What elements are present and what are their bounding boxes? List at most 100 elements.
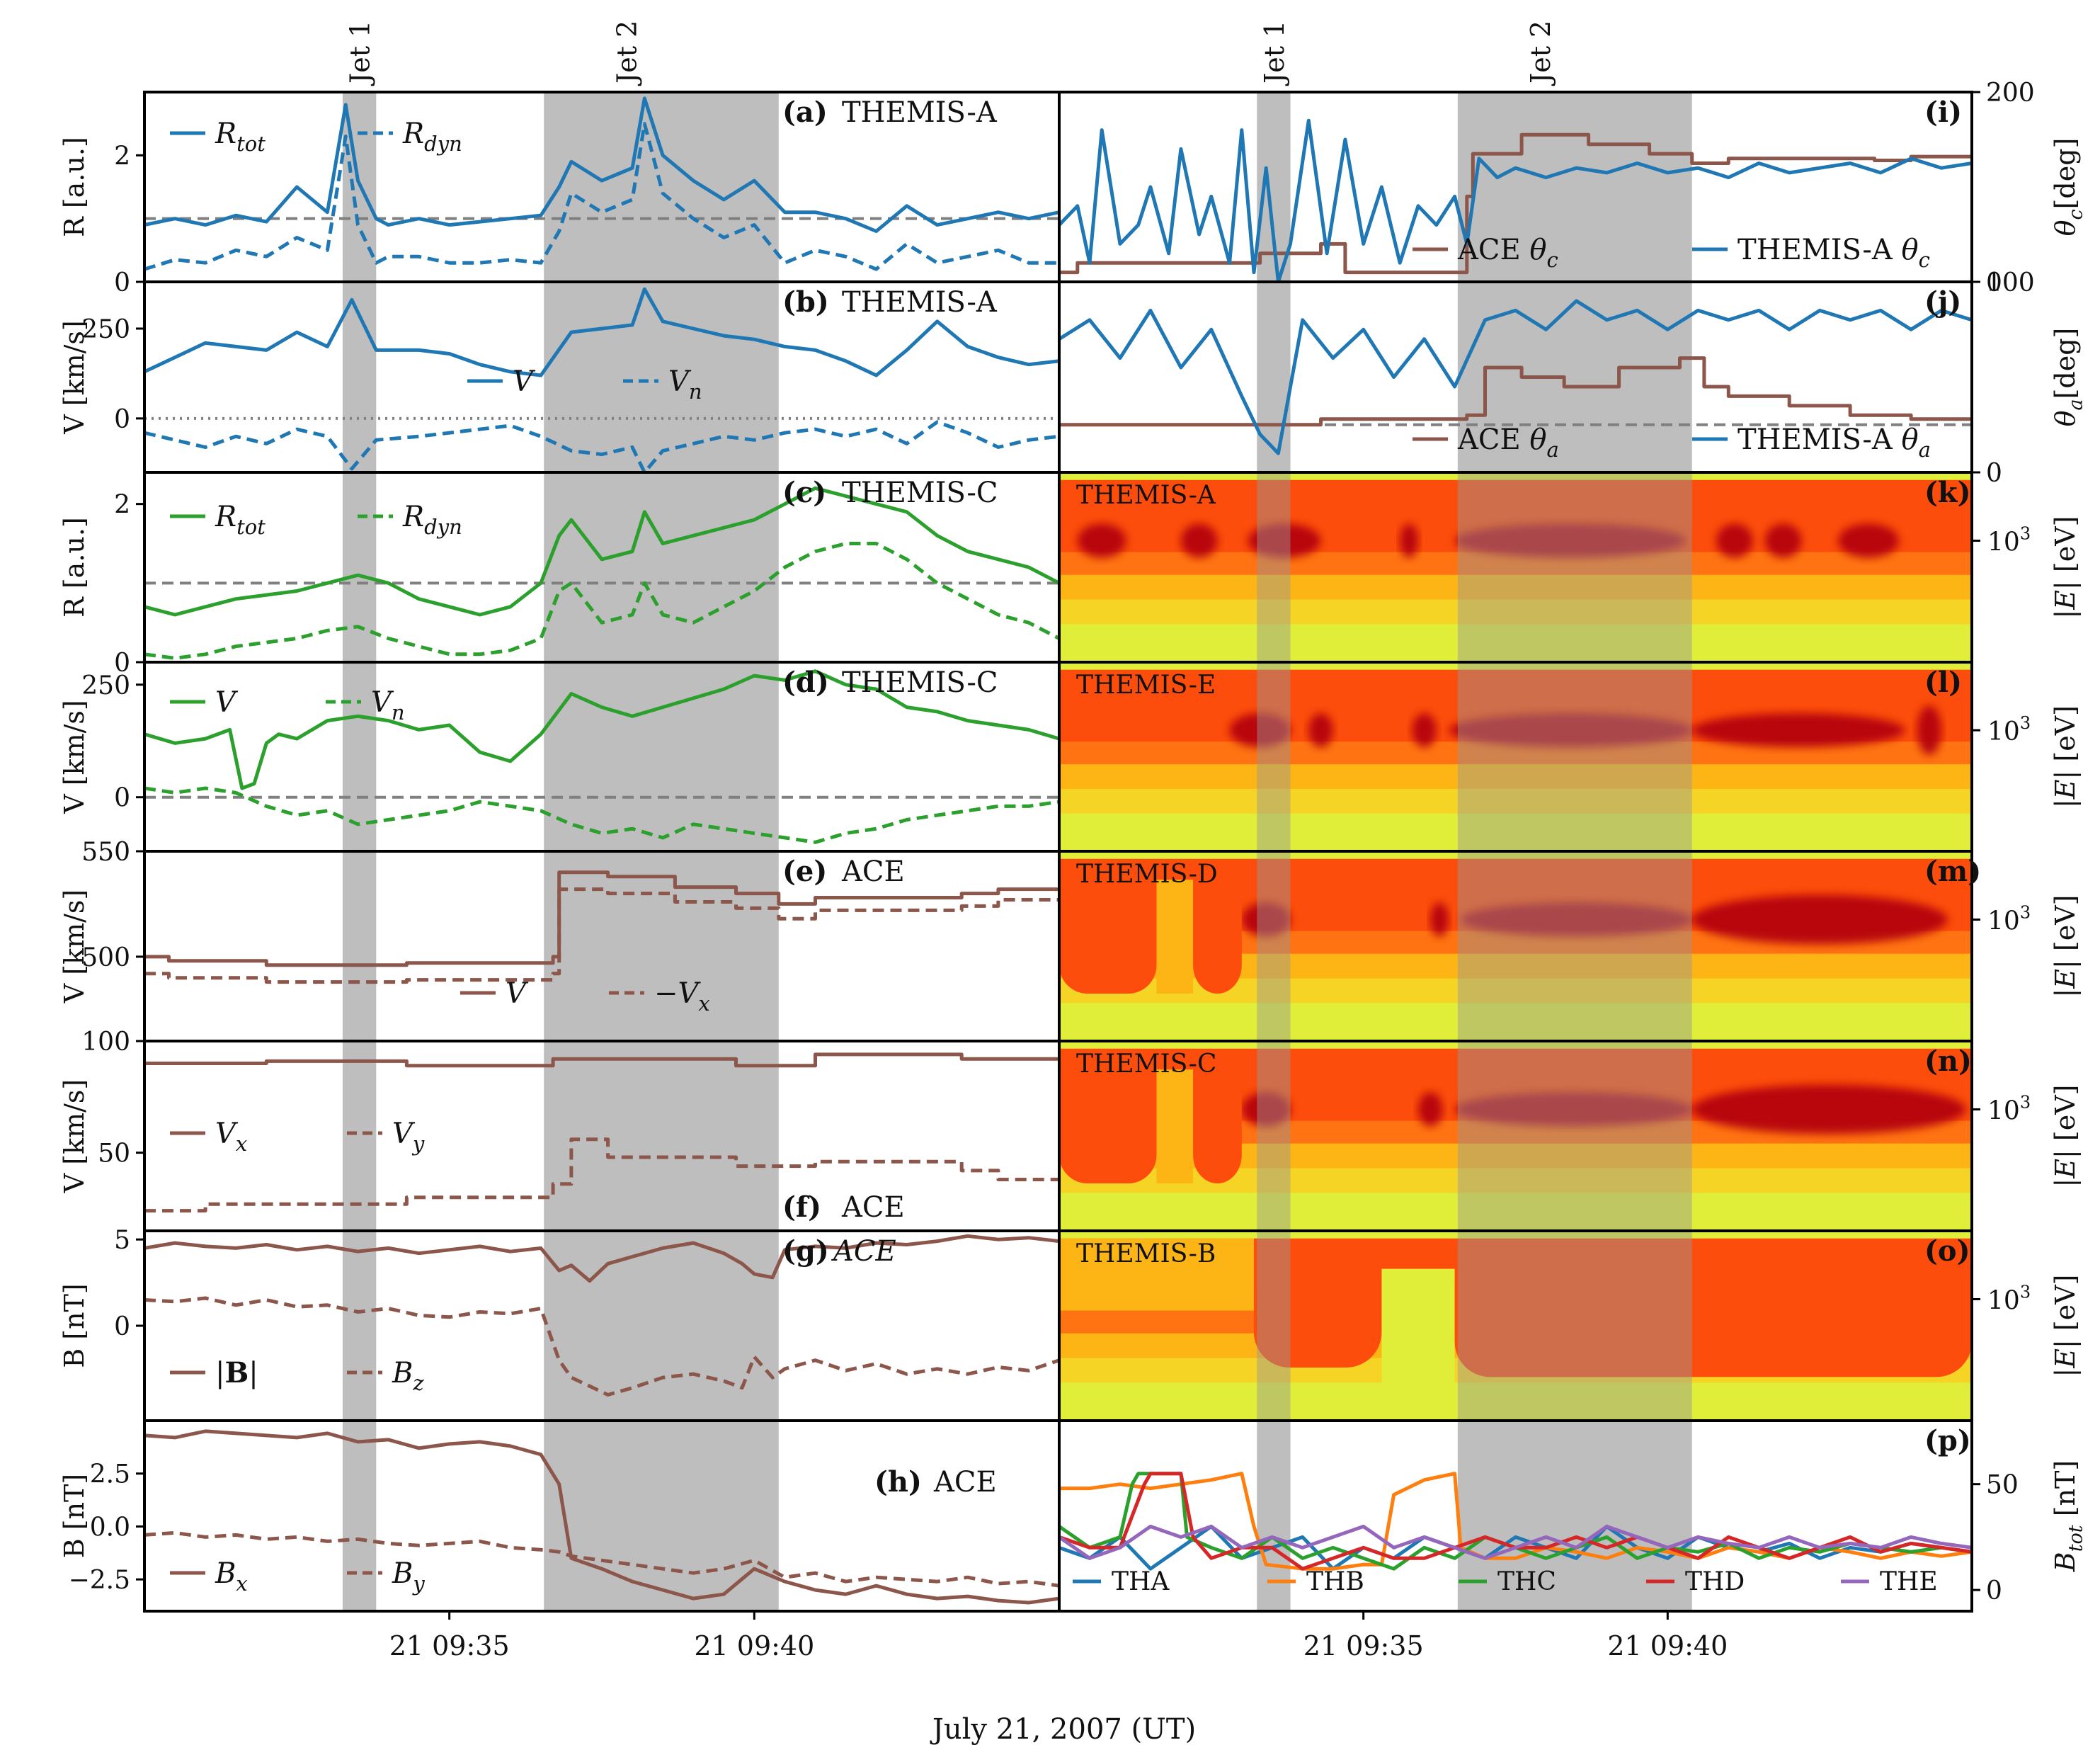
panel-title: THEMIS-E (1076, 671, 1216, 700)
jet-shade-2 (544, 662, 779, 851)
panel-plot-area-k (1059, 472, 1972, 662)
legend-entry: By​ (392, 1557, 425, 1596)
y-tick-label: 250 (81, 315, 130, 344)
y-tick-label: 0 (1986, 1576, 2002, 1605)
spectrogram-peak-blob (1077, 523, 1126, 558)
y-axis-label: R [a.u.] (59, 137, 90, 237)
panel-label: (j) (1924, 285, 1961, 319)
series-line-V-y (144, 1137, 1059, 1213)
panel-l: 103 |E| [eV] (l) THEMIS-E (1058, 661, 2081, 853)
spectrogram-peak-blob (1248, 523, 1321, 558)
spectrogram-peak-blob (1837, 523, 1899, 558)
series-line-V (144, 870, 1059, 967)
legend-entry: V (506, 977, 529, 1010)
y-axis-label: |E| [eV] (2050, 705, 2081, 808)
y-tick-label: 0.0 (90, 1513, 130, 1542)
y-tick-label: 103 (1987, 1092, 2031, 1125)
jet-shade-2 (544, 1421, 779, 1611)
series-line--V-x (144, 887, 1059, 984)
spectrogram-peak-blob (1691, 894, 1948, 945)
jet-shade-2 (1457, 662, 1692, 851)
y-tick-label: 50 (1986, 1471, 2019, 1500)
y-tick-label: 0 (114, 268, 130, 297)
jet-shade-1 (1257, 662, 1291, 851)
panel-frame (1058, 1419, 1973, 1613)
jet-shade-1 (1257, 1231, 1291, 1421)
panel-e: 500 550 V [km/s] (e) ACE V −Vx​ (59, 838, 1061, 1042)
panel-title: ACE (933, 1466, 997, 1499)
panel-label: (g) (782, 1234, 829, 1268)
spectrogram-peak-blob (1418, 1092, 1443, 1127)
series-line-V (144, 287, 1059, 377)
panel-plot-area-f (144, 1041, 1059, 1231)
spectrogram-early-burst (1193, 880, 1242, 994)
y-axis-label: V [km/s] (59, 889, 90, 1004)
panel-label: (d) (782, 666, 829, 699)
panel-label: (o) (1924, 1234, 1970, 1268)
panel-title: ACE (841, 1191, 905, 1224)
y-tick-label: 50 (98, 1139, 130, 1169)
spectrogram-peak-blob (1716, 523, 1753, 558)
jet-shade-2 (544, 472, 779, 662)
legend-entry: THE (1880, 1567, 1938, 1596)
series-line-V (144, 669, 1059, 790)
legend-entry: Vn​ (371, 686, 405, 724)
legend-entry: Vn​ (668, 365, 702, 404)
y-axis-label: V [km/s] (59, 1079, 90, 1194)
x-tick-label: 21 09:40 (1607, 1630, 1728, 1661)
jet-label: Jet 1 (345, 21, 376, 86)
spectrogram-peak-blob (1400, 523, 1419, 558)
y-axis-label: θc​[deg] (2050, 138, 2087, 237)
y-tick-label: 200 (1986, 79, 2035, 108)
series-line-R-dyn (144, 122, 1059, 271)
jet-shade-1 (1257, 851, 1291, 1041)
legend-entry: THEMIS-A θc​ (1737, 234, 1930, 272)
spectrogram-peak-blob (1241, 902, 1291, 937)
jet-shade-2 (1457, 851, 1692, 1041)
y-tick-label: 550 (81, 838, 130, 867)
legend-entry: V (215, 686, 239, 719)
legend-entry: ACE θc​ (1457, 234, 1558, 272)
legend-entry: Rtot​ (215, 501, 266, 539)
jet-shade-2 (1457, 1231, 1692, 1421)
spectrogram-early-burst (1193, 1069, 1242, 1183)
spectrogram-peak-blob (1917, 705, 1942, 755)
y-tick-label: 100 (81, 1028, 130, 1057)
panel-plot-area-l (1059, 662, 1972, 851)
legend-entry: ACE θa​ (1457, 424, 1559, 462)
y-tick-label: −2.5 (69, 1566, 130, 1595)
panel-c: 0 2 R [a.u.] (c) THEMIS-C Rtot​ Rdyn​ (59, 471, 1061, 678)
legend-entry: THD (1685, 1567, 1745, 1596)
panel-o: 103 |E| [eV] (o) THEMIS-B (1058, 1229, 2081, 1422)
series-line-R-tot (144, 96, 1059, 233)
panel-title: THEMIS-A (842, 286, 998, 319)
jet-shade-2 (544, 1231, 779, 1421)
panel-label: (c) (782, 476, 826, 509)
x-tick-label: 21 09:35 (389, 1630, 510, 1661)
y-axis-label: R [a.u.] (59, 517, 90, 618)
spectrogram-peak-blob (1448, 713, 1692, 748)
panel-plot-area-g (144, 1231, 1059, 1421)
panel-title: ACE (831, 1235, 896, 1268)
panel-label: (m) (1924, 855, 1981, 888)
panel-label: (i) (1924, 96, 1962, 129)
panel-plot-area-d (144, 662, 1059, 851)
y-axis-label: |E| [eV] (2050, 894, 2081, 997)
panel-plot-area-e (144, 851, 1059, 1041)
panel-plot-area-h (144, 1421, 1059, 1611)
series-line-V-n (144, 420, 1059, 472)
spectrogram-peak-blob (1691, 1084, 1966, 1135)
panel-plot-area-i (1059, 92, 1972, 282)
y-tick-label: 2 (114, 142, 130, 171)
legend-entry: Rdyn​ (402, 118, 462, 156)
jet-shade-1 (342, 1231, 377, 1421)
series-line-THD (1059, 1472, 1972, 1571)
panel-label: (l) (1924, 666, 1962, 699)
panel-plot-area-n (1059, 1041, 1972, 1231)
y-axis-label: B [nT] (59, 1474, 90, 1558)
legend-entry: Rdyn​ (402, 501, 462, 539)
y-tick-label: 0 (114, 405, 130, 434)
